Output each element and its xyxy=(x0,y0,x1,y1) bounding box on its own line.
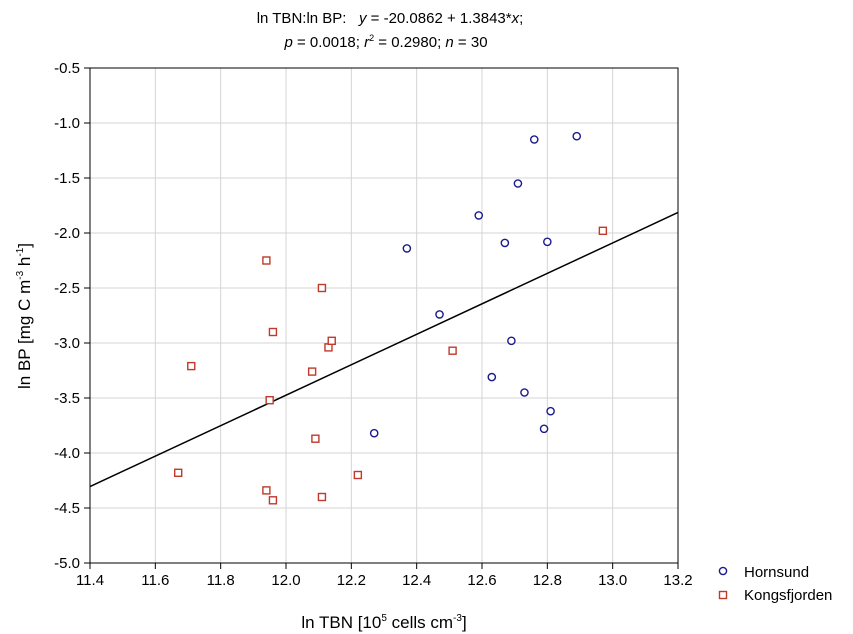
legend-label-kongsfjorden: Kongsfjorden xyxy=(744,587,832,604)
x-tick-label: 12.8 xyxy=(533,572,562,589)
y-tick-label: -3.0 xyxy=(54,335,80,352)
point-hornsund xyxy=(520,388,529,397)
chart-title-line1: ln TBN:ln BP: y = -20.0862 + 1.3843*x; xyxy=(257,10,524,27)
point-hornsund xyxy=(369,428,379,438)
point-hornsund xyxy=(474,211,484,220)
x-tick-label: 11.8 xyxy=(207,572,235,589)
point-hornsund xyxy=(435,310,444,319)
point-hornsund xyxy=(546,406,555,416)
point-hornsund xyxy=(507,336,516,346)
point-hornsund xyxy=(572,131,582,141)
y-axis-label: ln BP [mg C m-3 h-1] xyxy=(15,243,34,389)
y-tick-label: -0.5 xyxy=(54,60,80,77)
legend: Hornsund Kongsfjorden xyxy=(718,564,832,604)
point-kongsfjorden xyxy=(598,226,608,236)
point-kongsfjorden xyxy=(187,361,196,371)
point-kongsfjorden xyxy=(317,492,327,502)
plot-frame xyxy=(89,67,679,564)
x-tick-label: 11.4 xyxy=(76,572,104,589)
point-hornsund xyxy=(543,237,552,247)
y-tick-label: -4.0 xyxy=(54,445,80,462)
y-tick-label: -2.5 xyxy=(54,280,80,297)
y-tick-label: -3.5 xyxy=(54,390,80,407)
point-hornsund xyxy=(500,238,510,248)
point-kongsfjorden xyxy=(448,346,457,355)
legend-label-hornsund: Hornsund xyxy=(744,564,809,581)
point-kongsfjorden xyxy=(311,434,320,443)
point-kongsfjorden xyxy=(268,496,278,505)
point-hornsund xyxy=(539,424,549,434)
grid-lines xyxy=(89,67,679,564)
chart-title-line2: p = 0.0018; r2 = 0.2980; n = 30 xyxy=(283,33,487,51)
x-tick-label: 13.2 xyxy=(663,572,692,589)
x-tick-label: 11.6 xyxy=(141,572,169,589)
point-hornsund xyxy=(529,135,539,144)
x-axis-ticks: 11.4 11.6 11.8 12.0 12.2 12.4 12.6 12.8 13.0 13.2 xyxy=(76,563,693,589)
regression-line xyxy=(89,211,679,488)
point-hornsund xyxy=(402,244,412,253)
point-kongsfjorden xyxy=(327,336,336,345)
point-kongsfjorden xyxy=(262,256,271,265)
x-axis-label: ln TBN [105 cells cm-3] xyxy=(301,613,466,632)
y-tick-label: -2.0 xyxy=(54,225,80,242)
regression-line-group xyxy=(89,211,679,488)
point-hornsund xyxy=(513,179,523,188)
point-kongsfjorden xyxy=(268,327,278,337)
y-tick-label: -4.5 xyxy=(54,500,80,517)
y-axis-ticks: -0.5 -1.0 -1.5 -2.0 -2.5 -3.0 -3.5 -4.0 -4.5 -5.0 xyxy=(54,60,90,572)
point-kongsfjorden xyxy=(317,283,327,293)
x-tick-label: 12.4 xyxy=(402,572,431,589)
point-kongsfjorden xyxy=(262,486,271,495)
point-kongsfjorden xyxy=(307,367,317,376)
y-tick-label: -5.0 xyxy=(54,555,80,572)
x-tick-label: 12.0 xyxy=(271,572,300,589)
y-tick-label: -1.5 xyxy=(54,170,80,187)
y-tick-label: -1.0 xyxy=(54,115,80,132)
x-tick-label: 12.2 xyxy=(337,572,366,589)
x-tick-label: 13.0 xyxy=(598,572,627,589)
x-tick-label: 12.6 xyxy=(467,572,496,589)
point-kongsfjorden xyxy=(265,396,274,405)
point-kongsfjorden xyxy=(353,470,363,480)
point-hornsund xyxy=(487,372,497,382)
legend-marker-kongsfjorden xyxy=(718,590,728,600)
data-points xyxy=(173,131,608,505)
point-kongsfjorden xyxy=(173,468,183,477)
legend-marker-hornsund xyxy=(718,566,728,576)
